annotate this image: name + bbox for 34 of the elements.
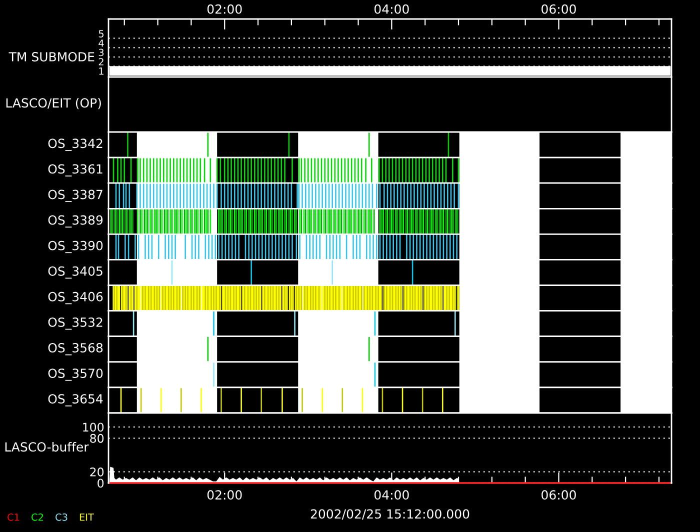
- x-tick-label: 02:00: [207, 490, 242, 500]
- y-tick-label: 80: [90, 434, 104, 443]
- y-tick-label: 2: [98, 58, 104, 66]
- text: LASCO/EIT (OP): [6, 98, 101, 110]
- category-label: C2: [32, 513, 43, 521]
- y-tick-label: 100: [83, 422, 104, 432]
- x-tick-label: 06:00: [542, 490, 576, 500]
- x-axis-title: 2002/02/25 15:12:00.000: [310, 509, 470, 520]
- y-axis-title: TM SUBMODE: [8, 52, 94, 62]
- y-axis-title: OS_3405: [48, 266, 102, 279]
- x-tick-label: 04:00: [374, 490, 409, 500]
- y-axis-title: OS_3342: [48, 138, 102, 151]
- y-axis-title: OS_3532: [48, 317, 102, 330]
- y-tick-label: 1: [99, 68, 104, 75]
- y-tick-label: 5: [98, 30, 104, 38]
- y-tick-label: 20: [90, 468, 104, 476]
- y-axis-title: OS_3406: [48, 292, 103, 304]
- x-tick-label: 04:00: [374, 4, 409, 14]
- category-label: C3: [56, 513, 68, 521]
- y-axis-title: OS_3361: [48, 164, 102, 176]
- y-axis-title: OS_3654: [48, 394, 103, 406]
- category-label: EIT: [80, 514, 94, 521]
- y-axis-title: OS_3390: [48, 240, 103, 254]
- y-axis-title: OS_3570: [48, 368, 103, 381]
- x-tick-label: 06:00: [542, 4, 576, 14]
- y-tick-label: 4: [98, 40, 104, 47]
- y-axis-title: OS_3568: [48, 343, 103, 356]
- y-axis-title: OS_3389: [48, 215, 103, 228]
- y-tick-label: 3: [98, 48, 104, 56]
- y-axis-title: OS_3387: [48, 190, 102, 202]
- category-label: C1: [8, 513, 20, 521]
- y-axis-title: LASCO-buffer: [5, 442, 89, 452]
- y-tick-label: 0: [98, 478, 104, 488]
- x-tick-label: 02:00: [207, 4, 242, 14]
